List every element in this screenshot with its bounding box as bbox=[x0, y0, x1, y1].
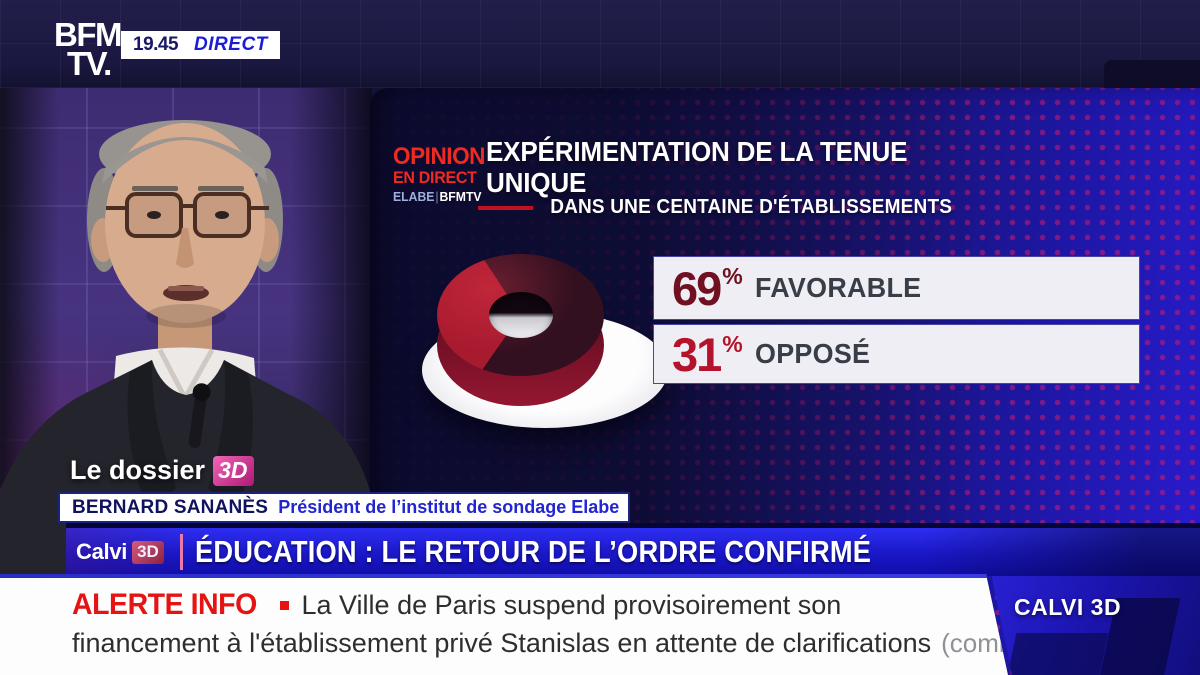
oppose-value: 31 bbox=[672, 327, 722, 381]
ticker-separator-square bbox=[279, 600, 289, 610]
brand-elabe: ELABE bbox=[393, 188, 435, 204]
live-label: DIRECT bbox=[194, 34, 268, 55]
opinion-en-direct-logo: OPINION EN DIRECT ELABE|BFMTV bbox=[393, 143, 485, 204]
result-row-oppose: 31 % OPPOSÉ bbox=[653, 324, 1140, 384]
calvi3d-logo: Calvi 3D bbox=[66, 539, 174, 565]
speaker-role: Président de l’institut de sondage Elabe bbox=[278, 497, 620, 517]
chart-subtitle-row: DANS UNE CENTAINE D'ÉTABLISSEMENTS bbox=[478, 196, 952, 219]
clock-time: 19.45 bbox=[133, 34, 179, 55]
chart-title-line2: UNIQUE bbox=[486, 167, 587, 199]
chart-title-line1: EXPÉRIMENTATION DE LA TENUE bbox=[486, 136, 908, 167]
favorable-value: 69 bbox=[672, 261, 722, 315]
top-bar: BFM TV. 19.45 DIRECT bbox=[0, 0, 1200, 88]
chart-title: EXPÉRIMENTATION DE LA TENUE UNIQUE bbox=[486, 136, 907, 199]
alert-ticker: ALERTE INFO La Ville de Paris suspend pr… bbox=[0, 574, 1008, 675]
ticker-line1: ALERTE INFO La Ville de Paris suspend pr… bbox=[72, 588, 1008, 622]
top-right-decoration bbox=[1104, 60, 1200, 88]
corner-show-label: CALVI 3D bbox=[1014, 594, 1122, 620]
bfmtv-logo-line1: BFM bbox=[54, 16, 122, 53]
segment-title-text: Le dossier bbox=[70, 455, 206, 485]
donut-top bbox=[437, 254, 604, 376]
topic-banner: Calvi 3D ÉDUCATION : LE RETOUR DE L’ORDR… bbox=[66, 523, 1200, 576]
topic-banner-top-edge bbox=[66, 523, 1200, 528]
calvi-3d-badge: 3D bbox=[132, 540, 164, 564]
poll-results: 69 % FAVORABLE 31 % OPPOSÉ bbox=[653, 256, 1140, 388]
segment-title: Le dossier 3D bbox=[70, 455, 255, 486]
brand-separator: | bbox=[435, 188, 439, 204]
opinion-line2: EN DIRECT bbox=[393, 167, 477, 187]
ticker-text-line2: financement à l'établissement privé Stan… bbox=[72, 628, 932, 658]
red-dash bbox=[478, 205, 534, 210]
topic-headline: ÉDUCATION : LE RETOUR DE L’ORDRE CONFIRM… bbox=[194, 534, 871, 569]
speaker-name: BERNARD SANANÈS bbox=[72, 496, 269, 518]
lapel-microphone bbox=[188, 383, 211, 448]
oppose-unit: % bbox=[722, 331, 743, 357]
chart-subtitle: DANS UNE CENTAINE D'ÉTABLISSEMENTS bbox=[550, 196, 953, 218]
opinion-line1: OPINION bbox=[393, 143, 485, 170]
donut-chart bbox=[418, 246, 668, 436]
brand-bfmtv: BFMTV bbox=[439, 188, 482, 204]
favorable-unit: % bbox=[722, 263, 743, 289]
topic-banner-body: Calvi 3D ÉDUCATION : LE RETOUR DE L’ORDR… bbox=[66, 528, 1200, 576]
bfmtv-logo: BFM TV. bbox=[54, 16, 122, 83]
ticker-line2: financement à l'établissement privé Stan… bbox=[72, 628, 1008, 659]
alert-tag: ALERTE INFO bbox=[72, 588, 257, 621]
result-row-favorable: 69 % FAVORABLE bbox=[653, 256, 1140, 320]
elabe-bfmtv-brand: ELABE|BFMTV bbox=[393, 189, 485, 204]
oppose-label: OPPOSÉ bbox=[754, 338, 870, 369]
time-live-badge: 19.45 DIRECT bbox=[121, 31, 280, 59]
calvi-logo-text: Calvi bbox=[76, 539, 128, 564]
segment-3d-badge: 3D bbox=[213, 455, 255, 486]
donut-hole bbox=[489, 292, 553, 338]
bfmtv-logo-line2: TV. bbox=[67, 45, 112, 83]
favorable-label: FAVORABLE bbox=[754, 272, 922, 303]
corner-show-panel: CALVI 3D bbox=[990, 568, 1200, 675]
speaker-banner: BERNARD SANANÈS Président de l’institut … bbox=[58, 492, 630, 523]
ticker-text-line1: La Ville de Paris suspend provisoirement… bbox=[301, 589, 842, 620]
topic-separator bbox=[179, 534, 183, 570]
ticker-note: (communiqué) bbox=[941, 628, 1008, 658]
